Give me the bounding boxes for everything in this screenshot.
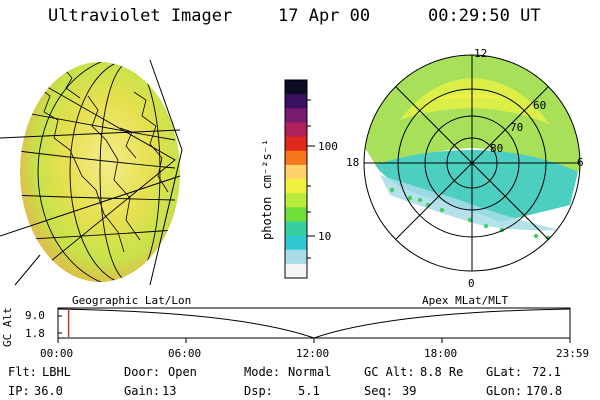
instrument-title: Ultraviolet Imager	[48, 6, 233, 26]
info-glon-label: GLon:	[486, 384, 523, 398]
colorbar-swatch	[285, 136, 307, 152]
info-mode-value: Normal	[288, 365, 332, 379]
info-dsp-value: 5.1	[298, 384, 320, 398]
colorbar-swatch	[285, 249, 307, 265]
info-gain-value: 13	[162, 384, 177, 398]
lat-label-60: 60	[533, 99, 547, 112]
colorbar	[284, 79, 315, 279]
info-seq-value: 39	[402, 384, 417, 398]
globe-limb-lines	[0, 59, 183, 286]
colorbar-swatch	[285, 235, 307, 251]
info-gain-label: Gain:	[124, 384, 161, 398]
info-mode-label: Mode:	[244, 365, 281, 379]
timeline-ticks	[57, 338, 571, 343]
altitude-curve	[57, 308, 571, 339]
info-gcalt-value: 8.8 Re	[420, 365, 464, 379]
info-ip-label: IP:	[8, 384, 30, 398]
mlt-label-6: 6	[577, 156, 584, 169]
colorbar-swatch	[285, 221, 307, 237]
timeline-xtick-1800: 18:00	[424, 347, 458, 360]
polar-aurora-dots	[389, 187, 551, 241]
info-dsp-label: Dsp:	[244, 384, 273, 398]
mlt-label-12: 12	[474, 47, 488, 60]
info-door-value: Open	[168, 365, 197, 379]
date-label: 17 Apr 00	[278, 6, 371, 26]
polar-plot	[363, 54, 581, 272]
globe-image	[0, 59, 183, 286]
timeline-xtick-1200: 12:00	[296, 347, 330, 360]
colorbar-swatch	[285, 80, 307, 95]
info-flt-label: Flt:	[8, 365, 37, 379]
info-glon-value: 170.8	[526, 384, 563, 398]
colorbar-swatch	[285, 108, 307, 124]
mlt-label-18: 18	[346, 156, 360, 169]
timeline	[57, 307, 571, 343]
timeline-ytick-high: 9.0	[25, 309, 45, 322]
colorbar-swatch	[285, 122, 307, 138]
info-door-label: Door:	[124, 365, 161, 379]
colorbar-swatch	[285, 94, 307, 109]
timeline-xtick-2359: 23:59	[556, 347, 590, 360]
colorbar-tick-10: 10	[318, 230, 332, 243]
timeline-xtick-0000: 00:00	[40, 347, 74, 360]
colorbar-swatch	[285, 179, 307, 194]
timeline-xtick-0600: 06:00	[168, 347, 202, 360]
colorbar-swatch	[285, 193, 307, 208]
timeline-ylabel: GC Alt	[1, 307, 14, 347]
lat-label-80: 80	[490, 142, 504, 155]
info-ip-value: 36.0	[34, 384, 63, 398]
info-glat-value: 72.1	[532, 365, 561, 379]
colorbar-swatch	[285, 150, 307, 166]
time-label: 00:29:50 UT	[428, 6, 541, 26]
colorbar-swatch	[285, 207, 307, 223]
colorbar-swatch	[285, 164, 307, 180]
timeline-right-caption: Apex MLat/MLT	[422, 294, 509, 307]
colorbar-swatch	[285, 263, 307, 279]
timeline-left-caption: Geographic Lat/Lon	[72, 294, 192, 307]
colorbar-tick-100: 100	[318, 140, 338, 153]
info-flt-value: LBHL	[42, 365, 71, 379]
info-seq-label: Seq:	[364, 384, 393, 398]
colorbar-swatches	[285, 80, 307, 279]
colorbar-unit-label: photon cm⁻²s⁻¹	[260, 138, 274, 240]
polar-grid	[363, 54, 581, 272]
info-glat-label: GLat:	[486, 365, 523, 379]
colorbar-ticks	[307, 99, 315, 259]
info-gcalt-label: GC Alt:	[364, 365, 415, 379]
timeline-ytick-low: 1.8	[25, 327, 45, 340]
coastlines	[41, 63, 169, 253]
mlt-label-0: 0	[468, 277, 475, 290]
lat-label-70: 70	[510, 121, 524, 134]
